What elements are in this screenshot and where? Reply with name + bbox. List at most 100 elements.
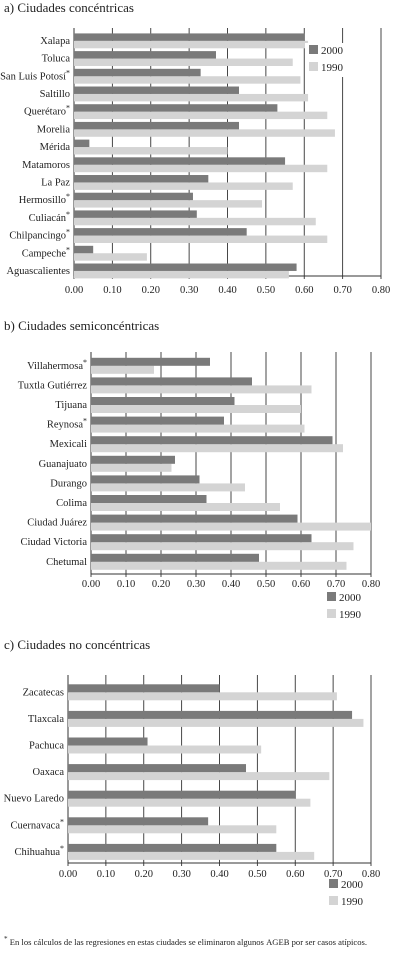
bar-1990-oaxaca (68, 772, 330, 781)
legend-swatch-2000 (309, 45, 318, 54)
x-tick-label: 0.80 (362, 869, 380, 880)
category-label: Matamoros (22, 160, 70, 171)
legend-swatch-2000 (327, 592, 336, 601)
x-tick-label: 0.00 (65, 285, 83, 296)
x-tick-label: 0.80 (372, 285, 390, 296)
bar-2000-tlaxcala (68, 710, 353, 719)
category-label: Tuxtla Gutiérrez (18, 380, 88, 391)
bar-1990-campeche (74, 253, 147, 261)
bar-1990-matamoros (74, 164, 328, 173)
category-label: Mérida (40, 142, 71, 153)
bar-1990-morelia (74, 129, 335, 137)
category-label: Durango (50, 478, 87, 489)
footnote-mark: * (4, 935, 8, 943)
category-label: Pachuca (29, 741, 64, 752)
bar-1990-tuxtla-gutierrez (91, 385, 312, 394)
legend-label-2000: 2000 (339, 592, 362, 604)
category-label: Zacatecas (23, 687, 64, 698)
bar-2000-pachuca (68, 737, 148, 746)
footnote: * En los cálculos de las regresiones en … (4, 934, 402, 948)
bar-2000-culiacan (74, 210, 197, 218)
bar-2000-matamoros (74, 157, 286, 165)
category-label: Campeche* (22, 245, 70, 259)
bar-2000-mexicali (91, 436, 333, 445)
bar-2000-oaxaca (68, 764, 247, 773)
legend-label-2000: 2000 (341, 879, 364, 891)
bar-2000-durango (91, 475, 200, 484)
bar-1990-chihuahua (68, 851, 315, 860)
category-label: Saltillo (40, 89, 70, 100)
legend-swatch-2000 (329, 879, 338, 888)
x-tick-label: 0.10 (117, 579, 135, 590)
chart-title: c) Ciudades no concéntricas (4, 637, 150, 652)
bar-1990-culiacan (74, 217, 316, 226)
bar-2000-villahermosa (91, 357, 210, 366)
category-label: Oaxaca (33, 767, 65, 778)
bar-2000-tijuana (91, 397, 235, 405)
bar-2000-la-paz (74, 175, 209, 183)
chart-panel-3: c) Ciudades no concéntricas 0.00 0.10 0.20 0… (4, 637, 381, 908)
x-tick-label: 0.60 (295, 285, 313, 296)
x-tick-label: 0.50 (248, 869, 266, 880)
bar-2000-morelia (74, 121, 240, 130)
bar-1990-durango (91, 483, 245, 492)
bar-1990-xalapa (74, 40, 309, 49)
legend-swatch-1990 (329, 896, 338, 905)
bar-1990-hermosillo (74, 200, 263, 208)
x-tick-label: 0.70 (327, 579, 345, 590)
bar-1990-saltillo (74, 93, 309, 102)
category-label: Aguascalientes (6, 266, 70, 277)
bar-1990-villahermosa (91, 365, 154, 374)
x-tick-label: 0.70 (324, 869, 342, 880)
x-tick-label: 0.20 (135, 869, 153, 880)
category-label: San Luis Potosí* (0, 68, 70, 82)
x-tick-label: 0.00 (82, 579, 100, 590)
legend: 2000 1990 (329, 879, 364, 908)
bar-1990-guanajuato (91, 463, 172, 472)
x-tick-label: 0.40 (222, 579, 240, 590)
legend-swatch-1990 (327, 609, 336, 618)
category-label: Mexicali (50, 439, 87, 450)
category-label: Morelia (37, 124, 71, 135)
legend-label-2000: 2000 (321, 45, 344, 57)
bar-2000-xalapa (74, 33, 305, 41)
category-label: La Paz (41, 177, 70, 188)
category-label: Chetumal (46, 557, 87, 568)
category-label: Colima (56, 498, 87, 509)
x-tick-label: 0.30 (180, 285, 198, 296)
x-tick-label: 0.40 (210, 869, 228, 880)
bar-1990-pachuca (68, 745, 262, 754)
legend: 2000 1990 (305, 43, 365, 77)
category-label: Chihuahua* (15, 844, 65, 858)
x-tick-label: 0.80 (362, 579, 380, 590)
bar-1990-toluca (74, 58, 293, 66)
chart-panel-1: a) Ciudades concéntricas 0.00 0.10 0.20 0.30… (0, 0, 390, 296)
legend-label-1990: 1990 (321, 62, 344, 74)
bar-2000-cuernavaca (68, 817, 209, 826)
bar-1990-colima (91, 503, 280, 511)
category-label: Chilpancingo* (9, 228, 70, 242)
bar-1990-ciudad-juarez (91, 522, 371, 531)
category-label: Toluca (42, 54, 71, 65)
bar-2000-aguascalientes (74, 263, 297, 271)
bar-2000-campeche (74, 245, 94, 254)
legend-label-1990: 1990 (341, 896, 364, 908)
category-label: Hermosillo* (19, 192, 70, 206)
category-label: Cuernavaca* (10, 817, 64, 831)
bar-2000-ciudad-victoria (91, 534, 312, 543)
bar-2000-chihuahua (68, 843, 277, 852)
x-tick-label: 0.70 (333, 285, 351, 296)
bar-2000-chetumal (91, 553, 259, 562)
bar-1990-chilpancingo (74, 235, 328, 243)
category-label: Querétaro* (24, 104, 70, 118)
category-label: Tlaxcala (28, 714, 64, 725)
chart-panel-2: b) Ciudades semiconcéntricas 0.00 0.10 0.20… (4, 318, 380, 621)
x-tick-label: 0.20 (152, 579, 170, 590)
bar-2000-hermosillo (74, 192, 193, 201)
bar-1990-la-paz (74, 182, 293, 190)
bar-1990-reynosa (91, 424, 305, 433)
bar-2000-saltillo (74, 86, 240, 94)
bar-1990-aguascalientes (74, 270, 289, 279)
bar-1990-queretaro (74, 111, 328, 120)
category-label: Xalapa (40, 36, 70, 47)
